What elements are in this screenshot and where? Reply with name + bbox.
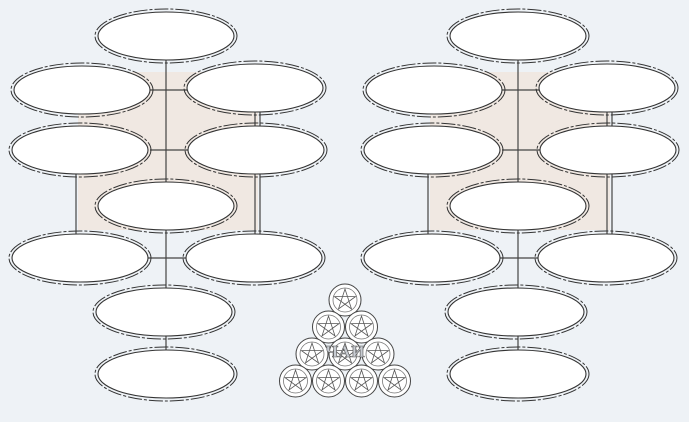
- node-ellipse: [538, 63, 676, 113]
- node-outer-ring: [446, 346, 590, 402]
- star-icon: [333, 287, 357, 310]
- node-outer-ring: [362, 62, 506, 118]
- node-outer-ring: [534, 230, 678, 286]
- node-ellipse: [186, 63, 324, 113]
- node-outer-ring: [94, 178, 238, 234]
- tree-node: [92, 284, 236, 340]
- star-icon: [382, 368, 407, 391]
- tree-node: [446, 8, 590, 64]
- star-circle: [378, 364, 411, 398]
- star-circle: [345, 364, 378, 398]
- star-circle: [361, 337, 395, 371]
- node-ellipse: [97, 181, 235, 231]
- node-outer-ring: [94, 346, 238, 402]
- star-circle: [295, 337, 329, 371]
- node-ellipse: [449, 349, 587, 399]
- node-ellipse: [95, 287, 233, 337]
- node-ellipse: [539, 125, 677, 175]
- star-circle: [328, 283, 362, 317]
- star-circle: [312, 310, 345, 344]
- emblem-inscription: ЧАИ: [325, 343, 365, 361]
- star-icon: [283, 368, 308, 391]
- node-ellipse: [537, 233, 675, 283]
- node-ellipse: [447, 287, 585, 337]
- node-ellipse: [11, 125, 149, 175]
- tree-node: [360, 122, 504, 178]
- node-ellipse: [365, 65, 503, 115]
- node-outer-ring: [360, 122, 504, 178]
- tree-node: [183, 60, 327, 116]
- tree-node: [534, 230, 678, 286]
- node-outer-ring: [446, 178, 590, 234]
- tree-node: [360, 230, 504, 286]
- star-icon: [349, 368, 374, 391]
- node-outer-ring: [360, 230, 504, 286]
- tree-node: [8, 122, 152, 178]
- node-outer-ring: [536, 122, 680, 178]
- node-outer-ring: [92, 284, 236, 340]
- node-outer-ring: [8, 122, 152, 178]
- star-icon: [366, 341, 390, 364]
- star-icon: [316, 368, 341, 391]
- tree-node: [446, 346, 590, 402]
- node-outer-ring: [535, 60, 679, 116]
- node-ellipse: [185, 233, 323, 283]
- star-circle: [345, 310, 378, 344]
- node-outer-ring: [182, 230, 326, 286]
- node-outer-ring: [446, 8, 590, 64]
- right-tree: [360, 8, 680, 402]
- star-circle: [312, 364, 345, 398]
- tree-node: [94, 346, 238, 402]
- node-outer-ring: [10, 62, 154, 118]
- tree-node: [535, 60, 679, 116]
- node-outer-ring: [184, 122, 328, 178]
- node-outer-ring: [8, 230, 152, 286]
- star-circle: [328, 337, 362, 371]
- tree-node: [182, 230, 326, 286]
- tree-node: [94, 178, 238, 234]
- tree-node: [8, 230, 152, 286]
- node-outer-ring: [94, 8, 238, 64]
- tree-node: [184, 122, 328, 178]
- node-outer-ring: [183, 60, 327, 116]
- node-ellipse: [449, 11, 587, 61]
- star-icon: [349, 314, 374, 337]
- connector-lines: [75, 60, 261, 350]
- node-ellipse: [11, 233, 149, 283]
- star-icon: [316, 314, 341, 337]
- star-icon: [300, 341, 324, 364]
- tree-node: [446, 178, 590, 234]
- star-icon: [333, 341, 357, 364]
- left-tree: [8, 8, 328, 402]
- star-circle: [279, 364, 312, 398]
- node-ellipse: [363, 125, 501, 175]
- tree-node: [536, 122, 680, 178]
- connector-lines: [427, 60, 613, 350]
- tree-node: [10, 62, 154, 118]
- node-ellipse: [187, 125, 325, 175]
- node-ellipse: [13, 65, 151, 115]
- emblem-triangle: ЧАИ: [279, 283, 411, 398]
- tree-node: [362, 62, 506, 118]
- tree-node: [94, 8, 238, 64]
- node-ellipse: [363, 233, 501, 283]
- node-outer-ring: [444, 284, 588, 340]
- node-ellipse: [449, 181, 587, 231]
- tree-node: [444, 284, 588, 340]
- node-ellipse: [97, 349, 235, 399]
- node-ellipse: [97, 11, 235, 61]
